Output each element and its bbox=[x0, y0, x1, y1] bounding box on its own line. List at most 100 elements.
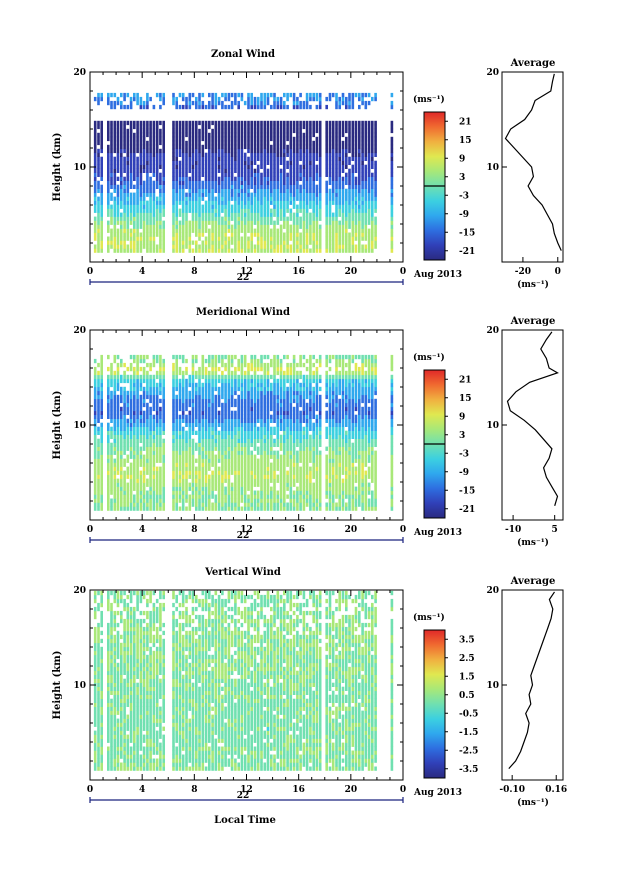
colorbar-tick-label: -21 bbox=[459, 247, 475, 257]
heatmap-cell bbox=[237, 387, 240, 391]
heatmap-cell bbox=[143, 467, 146, 471]
heatmap-cell bbox=[306, 173, 309, 177]
heatmap-cell bbox=[352, 225, 355, 229]
heatmap-cell bbox=[273, 507, 276, 511]
heatmap-cell bbox=[215, 217, 218, 221]
heatmap-cell bbox=[234, 181, 237, 185]
heatmap-cell bbox=[244, 225, 247, 229]
heatmap-cell bbox=[342, 233, 345, 237]
heatmap-cell bbox=[192, 423, 195, 427]
heatmap-cell bbox=[94, 371, 97, 375]
heatmap-cell bbox=[175, 141, 178, 145]
heatmap-cell bbox=[140, 181, 143, 185]
heatmap-cell bbox=[260, 133, 263, 137]
heatmap-cell bbox=[100, 415, 103, 419]
heatmap-cell bbox=[303, 229, 306, 233]
heatmap-cell bbox=[338, 101, 341, 105]
heatmap-cell bbox=[365, 141, 368, 145]
heatmap-cell bbox=[195, 359, 198, 363]
heatmap-cell bbox=[123, 471, 126, 475]
heatmap-cell bbox=[162, 153, 165, 157]
heatmap-cell bbox=[273, 101, 276, 105]
heatmap-cell bbox=[290, 141, 293, 145]
heatmap-cell bbox=[156, 491, 159, 495]
heatmap-cell bbox=[221, 439, 224, 443]
heatmap-cell bbox=[250, 419, 253, 423]
heatmap-cell bbox=[361, 233, 364, 237]
heatmap-cell bbox=[127, 367, 130, 371]
heatmap-cell bbox=[250, 495, 253, 499]
heatmap-cell bbox=[260, 499, 263, 503]
heatmap-cell bbox=[365, 213, 368, 217]
heatmap-cell bbox=[189, 403, 192, 407]
heatmap-cell bbox=[185, 435, 188, 439]
heatmap-cell bbox=[231, 229, 234, 233]
heatmap-cell bbox=[114, 169, 117, 173]
heatmap-cell bbox=[273, 129, 276, 133]
heatmap-cell bbox=[179, 213, 182, 217]
heatmap-cell bbox=[100, 443, 103, 447]
heatmap-cell bbox=[94, 459, 97, 463]
heatmap-cell bbox=[215, 249, 218, 253]
heatmap-cell bbox=[179, 435, 182, 439]
heatmap-cell bbox=[172, 145, 175, 149]
heatmap-cell bbox=[221, 189, 224, 193]
heatmap-cell bbox=[179, 387, 182, 391]
heatmap-cell bbox=[140, 439, 143, 443]
heatmap-cell bbox=[228, 483, 231, 487]
heatmap-cell bbox=[120, 181, 123, 185]
heatmap-cell bbox=[133, 165, 136, 169]
heatmap-cell bbox=[211, 141, 214, 145]
heatmap-cell bbox=[192, 145, 195, 149]
heatmap-cell bbox=[257, 213, 260, 217]
heatmap-cell bbox=[218, 149, 221, 153]
heatmap-cell bbox=[286, 495, 289, 499]
heatmap-cell bbox=[192, 467, 195, 471]
heatmap-cell bbox=[273, 181, 276, 185]
heatmap-cell bbox=[149, 383, 152, 387]
heatmap-cell bbox=[299, 217, 302, 221]
heatmap-cell bbox=[224, 415, 227, 419]
heatmap-cell bbox=[280, 249, 283, 253]
heatmap-cell bbox=[215, 165, 218, 169]
heatmap-cell bbox=[130, 415, 133, 419]
heatmap-cell bbox=[254, 399, 257, 403]
heatmap-cell bbox=[110, 145, 113, 149]
heatmap-cell bbox=[175, 479, 178, 483]
heatmap-cell bbox=[107, 205, 110, 209]
heatmap-cell bbox=[143, 435, 146, 439]
heatmap-cell bbox=[345, 193, 348, 197]
heatmap-cell bbox=[218, 471, 221, 475]
heatmap-cell bbox=[133, 495, 136, 499]
heatmap-cell bbox=[361, 249, 364, 253]
heatmap-cell bbox=[120, 439, 123, 443]
profile-y-tick-label: 20 bbox=[486, 68, 499, 78]
heatmap-cell bbox=[244, 371, 247, 375]
heatmap-cell bbox=[143, 443, 146, 447]
heatmap-cell bbox=[136, 249, 139, 253]
heatmap-cell bbox=[264, 209, 267, 213]
heatmap-cell bbox=[299, 101, 302, 105]
heatmap-cell bbox=[345, 173, 348, 177]
heatmap-cell bbox=[146, 455, 149, 459]
heatmap-cell bbox=[221, 395, 224, 399]
heatmap-cell bbox=[231, 169, 234, 173]
heatmap-cell bbox=[205, 403, 208, 407]
heatmap-cell bbox=[228, 141, 231, 145]
heatmap-cell bbox=[153, 161, 156, 165]
heatmap-cell bbox=[140, 241, 143, 245]
heatmap-cell bbox=[195, 419, 198, 423]
heatmap-cell bbox=[237, 161, 240, 165]
heatmap-cell bbox=[237, 411, 240, 415]
heatmap-cell bbox=[348, 245, 351, 249]
heatmap-cell bbox=[277, 129, 280, 133]
heatmap-cell bbox=[172, 387, 175, 391]
heatmap-cell bbox=[133, 431, 136, 435]
heatmap-cell bbox=[247, 507, 250, 511]
heatmap-cell bbox=[159, 499, 162, 503]
heatmap-cell bbox=[123, 411, 126, 415]
heatmap-cell bbox=[264, 153, 267, 157]
heatmap-cell bbox=[237, 447, 240, 451]
heatmap-cell bbox=[114, 177, 117, 181]
heatmap-cell bbox=[208, 491, 211, 495]
